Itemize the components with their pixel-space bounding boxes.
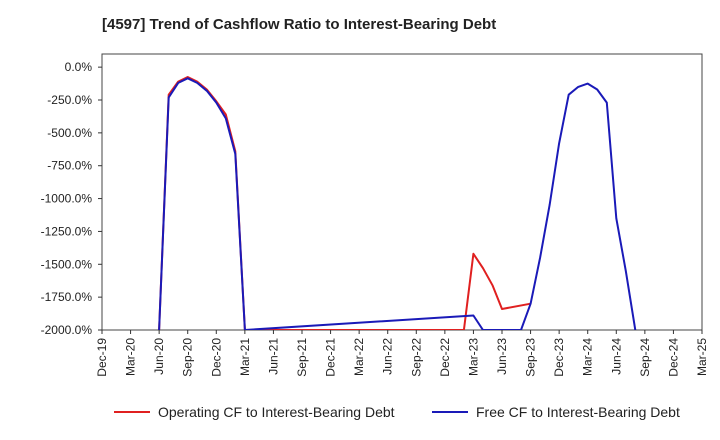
x-tick-label: Sep-20	[181, 338, 195, 377]
axis-layer	[98, 53, 703, 334]
legend-item-free-cf: Free CF to Interest-Bearing Debt	[432, 404, 680, 420]
x-tick-label: Dec-19	[95, 338, 109, 377]
x-tick-label: Mar-25	[695, 338, 709, 376]
legend-label-operating-cf: Operating CF to Interest-Bearing Debt	[158, 404, 395, 420]
x-tick-label: Dec-20	[209, 338, 223, 377]
y-tick-label: -1750.0%	[41, 290, 93, 304]
x-tick-label: Mar-20	[124, 338, 138, 376]
legend-item-operating-cf: Operating CF to Interest-Bearing Debt	[114, 404, 395, 420]
x-tick-label: Sep-23	[524, 338, 538, 377]
y-tick-label: -250.0%	[47, 93, 92, 107]
y-tick-label: 0.0%	[65, 60, 93, 74]
x-tick-label: Mar-23	[466, 338, 480, 376]
series-line-free-cf	[158, 77, 637, 330]
y-tick-label: -1000.0%	[41, 192, 93, 206]
x-tick-label: Mar-24	[581, 338, 595, 376]
x-tick-label: Jun-24	[609, 338, 623, 375]
y-tick-label: -2000.0%	[41, 323, 93, 337]
x-tick-label: Sep-21	[295, 338, 309, 377]
legend-label-free-cf: Free CF to Interest-Bearing Debt	[476, 404, 680, 420]
legend-swatch-operating-cf	[114, 411, 150, 413]
x-tick-label: Dec-21	[324, 338, 338, 377]
x-tick-label: Jun-22	[381, 338, 395, 375]
y-tick-label: -1250.0%	[41, 224, 93, 238]
y-tick-label: -1500.0%	[41, 257, 93, 271]
x-tick-label: Dec-24	[666, 338, 680, 377]
plot-frame	[101, 53, 703, 331]
x-tick-label: Dec-23	[552, 338, 566, 377]
x-tick-label: Jun-23	[495, 338, 509, 375]
x-tick-label: Sep-24	[638, 338, 652, 377]
y-tick-label: -500.0%	[47, 126, 92, 140]
tick-label-layer: 0.0% -250.0% -500.0% -750.0% -1000.0% -1250.0…	[41, 60, 709, 377]
x-tick-label: Mar-21	[238, 338, 252, 376]
x-tick-label: Sep-22	[409, 338, 423, 377]
x-tick-label: Jun-21	[266, 338, 280, 375]
x-tick-label: Mar-22	[352, 338, 366, 376]
y-tick-label: -750.0%	[47, 159, 92, 173]
legend: Operating CF to Interest-Bearing Debt Fr…	[0, 404, 720, 426]
x-tick-label: Jun-20	[152, 338, 166, 375]
chart-title: [4597] Trend of Cashflow Ratio to Intere…	[102, 16, 497, 33]
chart-canvas: 0.0% -250.0% -500.0% -750.0% -1000.0% -1250.0…	[41, 53, 709, 377]
legend-swatch-free-cf	[432, 411, 468, 413]
series-layer	[158, 76, 637, 330]
x-tick-label: Dec-22	[438, 338, 452, 377]
